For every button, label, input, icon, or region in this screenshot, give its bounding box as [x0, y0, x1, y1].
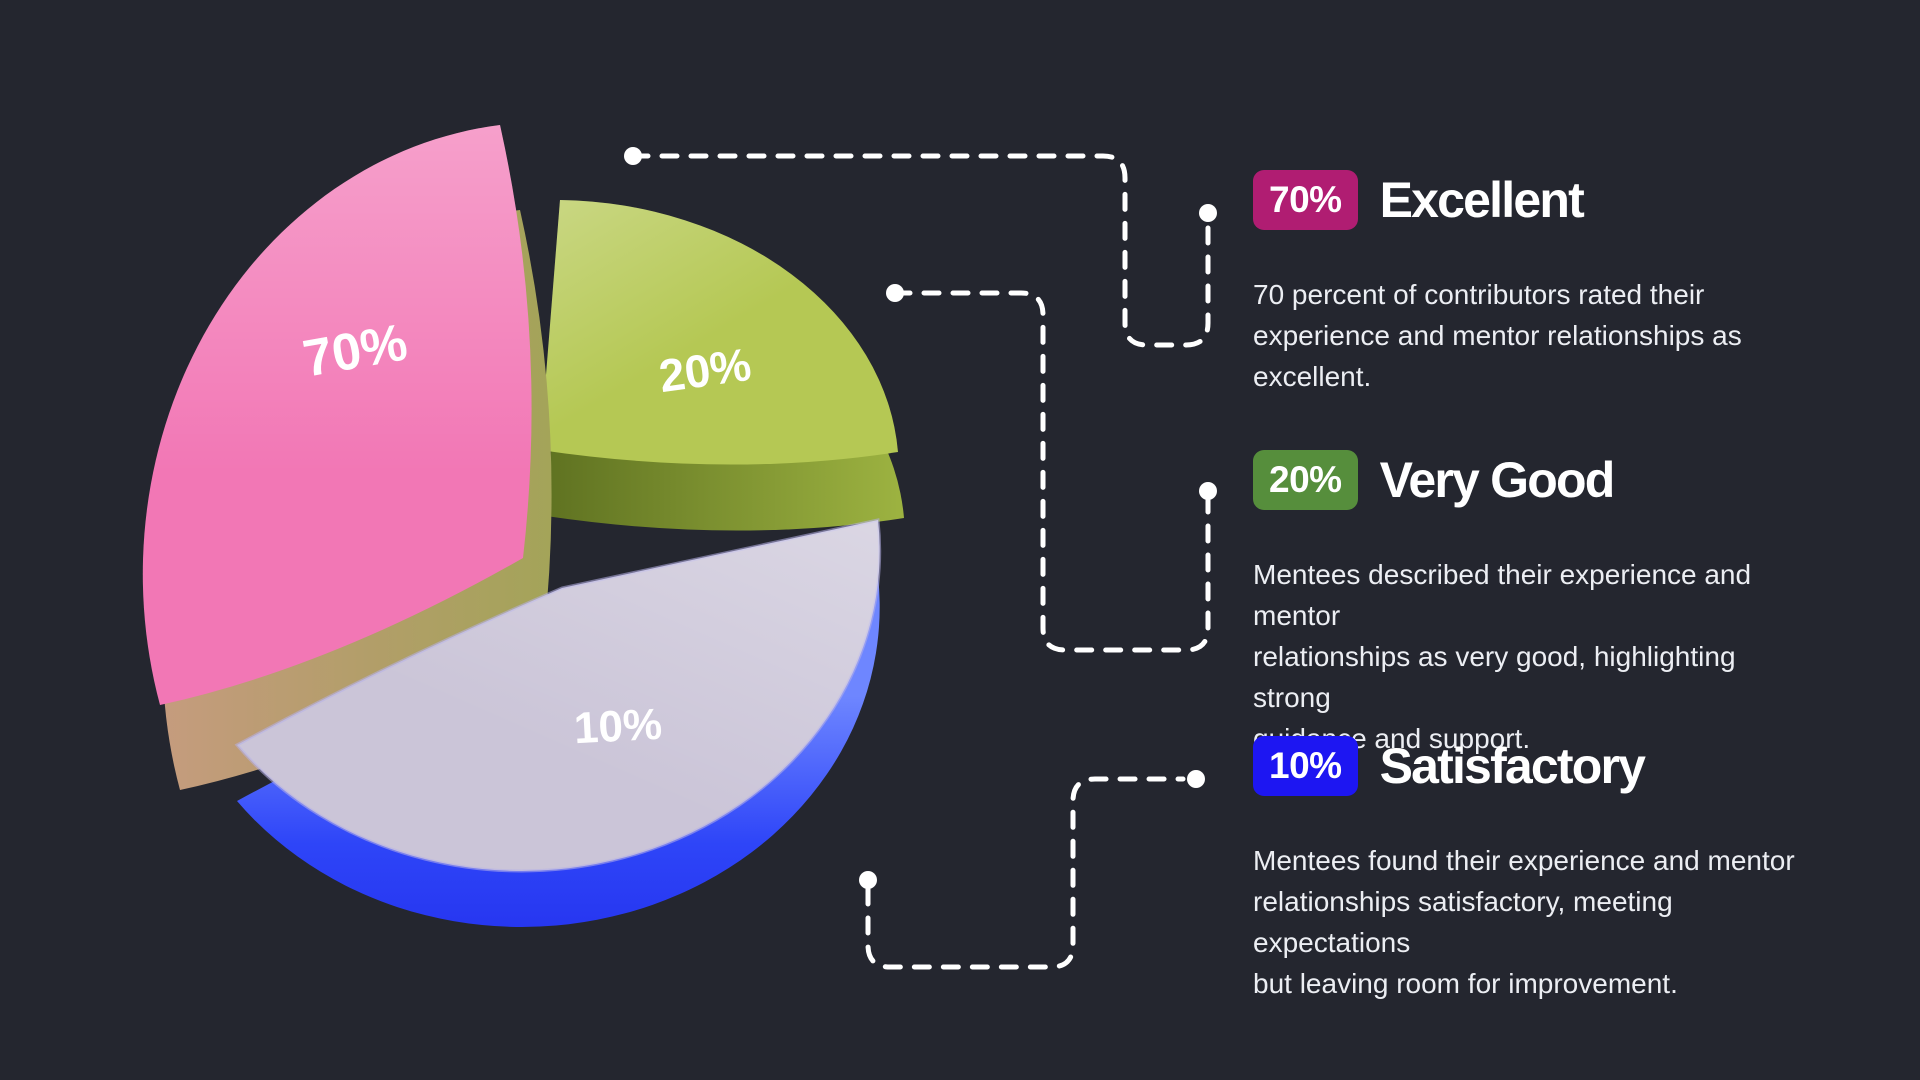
badge-satisfactory: 10%: [1253, 736, 1358, 796]
description-line: Mentees described their experience and m…: [1253, 559, 1752, 631]
description-line: Mentees found their experience and mento…: [1253, 845, 1795, 876]
legend-item-satisfactory: 10% Satisfactory Mentees found their exp…: [1253, 736, 1813, 1004]
connector-very-good: [886, 284, 1217, 653]
pie-slice-excellent-sheen: [142, 125, 532, 705]
legend-item-excellent: 70% Excellent 70 percent of contributors…: [1253, 170, 1813, 397]
legend-description-excellent: 70 percent of contributors rated their e…: [1253, 274, 1813, 397]
pie-label-very-good: 20%: [656, 338, 754, 402]
connector-dot: [1199, 204, 1217, 222]
legend-description-very-good: Mentees described their experience and m…: [1253, 554, 1813, 759]
badge-very-good: 20%: [1253, 450, 1358, 510]
legend-title-satisfactory: Satisfactory: [1379, 738, 1646, 794]
legend-title-very-good: Very Good: [1379, 452, 1616, 508]
pie-slice-satisfactory: [234, 518, 882, 927]
description-line: excellent.: [1253, 361, 1372, 392]
description-line: experience and mentor relationships as: [1253, 320, 1742, 351]
badge-excellent: 70%: [1253, 170, 1358, 230]
connector-excellent: [624, 147, 1217, 348]
description-line: relationships as very good, highlighting…: [1253, 641, 1736, 713]
pie-slice-very-good-sheen: [540, 200, 898, 465]
pie-label-satisfactory: 10%: [573, 700, 664, 754]
connector-dot: [1187, 770, 1205, 788]
connector-satisfactory: [859, 770, 1205, 970]
legend-description-satisfactory: Mentees found their experience and mento…: [1253, 840, 1813, 1004]
description-line: relationships satisfactory, meeting expe…: [1253, 886, 1673, 958]
connector-dot: [859, 871, 877, 889]
connector-dot: [1199, 482, 1217, 500]
description-line: 70 percent of contributors rated their: [1253, 279, 1705, 310]
connector-dot: [624, 147, 642, 165]
connector-dot: [886, 284, 904, 302]
pie-slice-satisfactory-sheen: [237, 520, 880, 871]
pie-slice-very-good: [540, 200, 904, 531]
legend-title-excellent: Excellent: [1379, 172, 1585, 228]
description-line: but leaving room for improvement.: [1253, 968, 1678, 999]
legend-item-very-good: 20% Very Good Mentees described their ex…: [1253, 450, 1813, 759]
